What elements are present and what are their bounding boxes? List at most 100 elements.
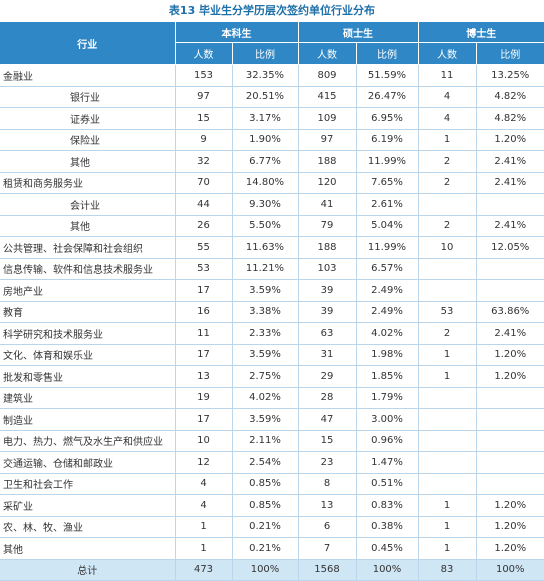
master-ratio-cell: 11.99%: [356, 236, 419, 259]
undergrad-count-cell: 97: [175, 86, 233, 108]
undergrad-count-cell: 4: [175, 473, 233, 495]
table-row: 农、林、牧、渔业 1 0.21% 6 0.38% 1 1.20%: [0, 516, 544, 538]
undergrad-count-cell: 53: [175, 258, 233, 280]
table-row: 交通运输、仓储和邮政业 12 2.54% 23 1.47%: [0, 451, 544, 474]
doctor-count-cell: 10: [418, 236, 477, 259]
undergrad-ratio-cell: 9.30%: [232, 193, 299, 216]
doctor-count-cell: 2: [418, 215, 477, 237]
undergrad-ratio-cell: 4.02%: [232, 387, 299, 409]
doctor-ratio-cell: [476, 258, 544, 280]
header-ratio: 比例: [476, 42, 544, 65]
doctor-ratio-cell: 1.20%: [476, 537, 544, 560]
table-row: 会计业 44 9.30% 41 2.61%: [0, 193, 544, 216]
doctor-count-cell: 2: [418, 172, 477, 194]
industry-label: 会计业: [0, 193, 176, 216]
doctor-ratio-cell: 2.41%: [476, 215, 544, 237]
master-count-cell: 109: [298, 107, 357, 130]
doctor-ratio-cell: 4.82%: [476, 107, 544, 130]
master-ratio-cell: 1.79%: [356, 387, 419, 409]
doctor-count-cell: 11: [418, 64, 477, 87]
doctor-count-cell: [418, 430, 477, 452]
master-ratio-cell: 0.45%: [356, 537, 419, 560]
master-count-cell: 7: [298, 537, 357, 560]
master-count-cell: 809: [298, 64, 357, 87]
undergrad-count-cell: 473: [175, 559, 233, 581]
doctor-ratio-cell: 12.05%: [476, 236, 544, 259]
industry-label: 其他: [0, 150, 176, 173]
table-row: 租赁和商务服务业 70 14.80% 120 7.65% 2 2.41%: [0, 172, 544, 194]
table-row: 批发和零售业 13 2.75% 29 1.85% 1 1.20%: [0, 365, 544, 388]
table-row: 制造业 17 3.59% 47 3.00%: [0, 408, 544, 431]
undergrad-ratio-cell: 2.54%: [232, 451, 299, 474]
industry-label: 卫生和社会工作: [0, 473, 176, 495]
master-count-cell: 31: [298, 344, 357, 366]
industry-label: 交通运输、仓储和邮政业: [0, 451, 176, 474]
master-count-cell: 39: [298, 279, 357, 302]
doctor-count-cell: 1: [418, 365, 477, 388]
master-ratio-cell: 3.00%: [356, 408, 419, 431]
master-count-cell: 28: [298, 387, 357, 409]
header-doctor: 博士生: [418, 22, 544, 43]
doctor-count-cell: 4: [418, 86, 477, 108]
undergrad-ratio-cell: 100%: [232, 559, 299, 581]
master-count-cell: 39: [298, 301, 357, 323]
table-row: 信息传输、软件和信息技术服务业 53 11.21% 103 6.57%: [0, 258, 544, 280]
undergrad-ratio-cell: 6.77%: [232, 150, 299, 173]
industry-label: 租赁和商务服务业: [0, 172, 176, 194]
master-count-cell: 97: [298, 129, 357, 151]
doctor-ratio-cell: [476, 430, 544, 452]
undergrad-count-cell: 19: [175, 387, 233, 409]
undergrad-ratio-cell: 2.75%: [232, 365, 299, 388]
header-undergraduate: 本科生: [175, 22, 299, 43]
undergrad-ratio-cell: 14.80%: [232, 172, 299, 194]
master-count-cell: 29: [298, 365, 357, 388]
undergrad-count-cell: 26: [175, 215, 233, 237]
header-master: 硕士生: [298, 22, 419, 43]
doctor-ratio-cell: 2.41%: [476, 322, 544, 345]
undergrad-count-cell: 44: [175, 193, 233, 216]
table-row: 金融业 153 32.35% 809 51.59% 11 13.25%: [0, 64, 544, 87]
industry-label: 电力、热力、燃气及水生产和供应业: [0, 430, 176, 452]
doctor-ratio-cell: 1.20%: [476, 516, 544, 538]
master-count-cell: 103: [298, 258, 357, 280]
undergrad-ratio-cell: 2.33%: [232, 322, 299, 345]
doctor-ratio-cell: 1.20%: [476, 494, 544, 517]
industry-label: 公共管理、社会保障和社会组织: [0, 236, 176, 259]
doctor-count-cell: 83: [418, 559, 477, 581]
master-ratio-cell: 0.96%: [356, 430, 419, 452]
header-industry: 行业: [0, 22, 176, 65]
master-ratio-cell: 100%: [356, 559, 419, 581]
table-row: 卫生和社会工作 4 0.85% 8 0.51%: [0, 473, 544, 495]
undergrad-count-cell: 10: [175, 430, 233, 452]
master-count-cell: 79: [298, 215, 357, 237]
master-ratio-cell: 0.83%: [356, 494, 419, 517]
undergrad-ratio-cell: 3.59%: [232, 408, 299, 431]
doctor-ratio-cell: [476, 473, 544, 495]
doctor-count-cell: [418, 473, 477, 495]
doctor-ratio-cell: [476, 387, 544, 409]
doctor-count-cell: 1: [418, 516, 477, 538]
master-ratio-cell: 2.49%: [356, 279, 419, 302]
industry-label: 批发和零售业: [0, 365, 176, 388]
undergrad-ratio-cell: 0.21%: [232, 516, 299, 538]
master-ratio-cell: 2.61%: [356, 193, 419, 216]
doctor-ratio-cell: 13.25%: [476, 64, 544, 87]
undergrad-ratio-cell: 3.17%: [232, 107, 299, 130]
doctor-count-cell: 4: [418, 107, 477, 130]
master-ratio-cell: 51.59%: [356, 64, 419, 87]
total-row: 总计 473 100% 1568 100% 83 100%: [0, 559, 544, 581]
master-count-cell: 13: [298, 494, 357, 517]
undergrad-count-cell: 17: [175, 408, 233, 431]
header-ratio: 比例: [232, 42, 299, 65]
undergrad-ratio-cell: 11.21%: [232, 258, 299, 280]
doctor-ratio-cell: [476, 408, 544, 431]
undergrad-ratio-cell: 2.11%: [232, 430, 299, 452]
industry-label: 证券业: [0, 107, 176, 130]
undergrad-ratio-cell: 20.51%: [232, 86, 299, 108]
master-ratio-cell: 1.85%: [356, 365, 419, 388]
industry-label: 其他: [0, 537, 176, 560]
undergrad-ratio-cell: 0.85%: [232, 473, 299, 495]
table-row: 证券业 15 3.17% 109 6.95% 4 4.82%: [0, 107, 544, 130]
doctor-count-cell: 2: [418, 150, 477, 173]
undergrad-ratio-cell: 3.38%: [232, 301, 299, 323]
